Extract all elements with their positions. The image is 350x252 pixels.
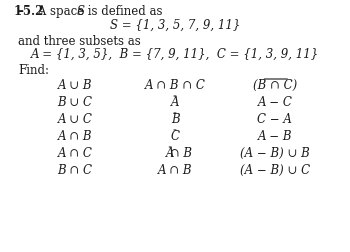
Text: B ∪ C: B ∪ C: [58, 96, 93, 109]
Text: A: A: [166, 146, 175, 159]
Text: C − A: C − A: [258, 113, 292, 125]
Text: ∩ B: ∩ B: [166, 146, 192, 159]
Text: A ∪ C: A ∪ C: [58, 113, 92, 125]
Text: S = {1, 3, 5, 7, 9, 11}: S = {1, 3, 5, 7, 9, 11}: [110, 19, 240, 32]
Text: B ∩ C: B ∩ C: [58, 163, 93, 176]
Text: (A − B) ∪ C: (A − B) ∪ C: [240, 163, 310, 176]
Text: A ∩ B: A ∩ B: [158, 163, 192, 176]
Text: A − C: A − C: [258, 96, 292, 109]
Text: is defined as: is defined as: [84, 5, 162, 18]
Text: and three subsets as: and three subsets as: [18, 35, 141, 48]
Text: (A − B) ∪ B: (A − B) ∪ B: [240, 146, 310, 159]
Text: A = {1, 3, 5},  B = {7, 9, 11},  C = {1, 3, 9, 11}: A = {1, 3, 5}, B = {7, 9, 11}, C = {1, 3…: [31, 48, 319, 61]
Text: A ∩ C: A ∩ C: [58, 146, 92, 159]
Text: Find:: Find:: [18, 64, 49, 77]
Text: A ∪ B: A ∪ B: [58, 79, 92, 92]
Text: 1: 1: [13, 5, 21, 18]
Text: A − B: A − B: [258, 130, 292, 142]
Text: (B ∩ C): (B ∩ C): [253, 79, 297, 92]
Text: B: B: [171, 113, 179, 125]
Text: –5.2: –5.2: [17, 5, 43, 18]
Text: A: A: [171, 96, 179, 109]
Text: C: C: [170, 130, 180, 142]
Text: A ∩ B ∩ C: A ∩ B ∩ C: [145, 79, 205, 92]
Text: S: S: [77, 5, 85, 18]
Text: A space: A space: [34, 5, 88, 18]
Text: A ∩ B: A ∩ B: [58, 130, 92, 142]
